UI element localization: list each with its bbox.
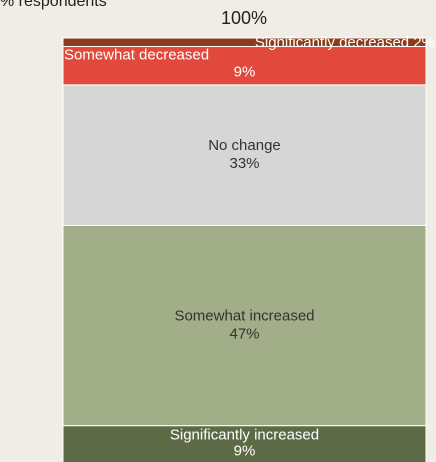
- total-label: 100%: [221, 8, 267, 28]
- bar-segment: [62, 224, 427, 427]
- segment-value: 47%: [229, 326, 259, 343]
- bar-segment: [62, 425, 427, 462]
- segment-name: Significantly decreased: [255, 34, 409, 51]
- segment-name: Somewhat decreased: [64, 46, 209, 63]
- bar-segment: [62, 37, 427, 48]
- bar-segment: [62, 46, 427, 86]
- segment-name: No change: [208, 137, 281, 154]
- bar-segment: [62, 84, 427, 226]
- segment-label: Significantly decreased 2%: [255, 34, 435, 51]
- segment-name: Significantly increased: [170, 427, 319, 444]
- y-axis-label: % respondents: [0, 0, 107, 10]
- segment-value: 2%: [413, 34, 435, 51]
- segment-value: 9%: [234, 63, 256, 80]
- segment-value: 33%: [229, 155, 259, 172]
- segment-value: 9%: [234, 443, 256, 460]
- segment-name: Somewhat increased: [174, 308, 314, 325]
